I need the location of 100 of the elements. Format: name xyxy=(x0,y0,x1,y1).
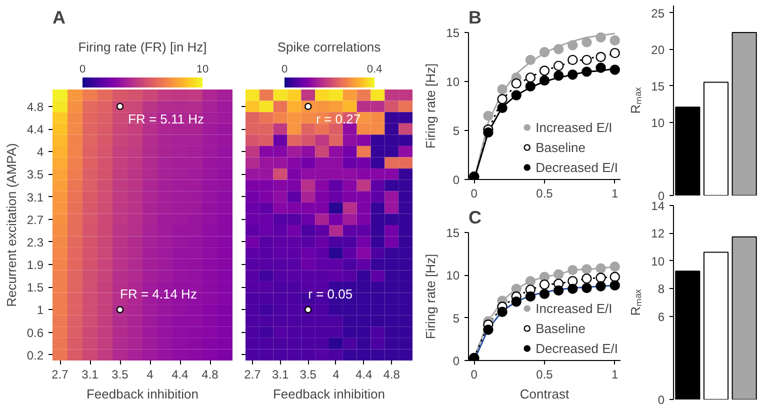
point xyxy=(582,273,592,284)
point xyxy=(582,54,592,66)
x-tick-label: 4.8 xyxy=(202,368,219,382)
point xyxy=(497,102,508,114)
y-tick-label: 8 xyxy=(658,282,665,296)
annotation: r = 0.27 xyxy=(316,111,361,126)
legend-label: Decreased E/I xyxy=(536,160,618,174)
point xyxy=(596,62,606,73)
point xyxy=(539,279,550,290)
y-tick-label: 12 xyxy=(651,226,665,241)
x-tick-label: 1 xyxy=(612,186,619,200)
y-tick-label: 15 xyxy=(446,26,460,40)
y-tick-label: 5 xyxy=(452,124,460,138)
point xyxy=(568,54,578,66)
x-tick-label: 2.7 xyxy=(244,368,262,382)
point xyxy=(610,280,620,290)
y-tick-label: 0.6 xyxy=(26,326,44,340)
point xyxy=(525,291,536,302)
point xyxy=(568,70,578,80)
x-tick-label: 0 xyxy=(470,368,478,382)
annotation: r = 0.05 xyxy=(308,286,353,302)
point xyxy=(553,60,564,71)
y-tick-label: 1 xyxy=(36,303,44,318)
point xyxy=(539,288,550,300)
bar xyxy=(732,236,757,400)
point xyxy=(568,40,578,50)
point xyxy=(539,75,550,86)
point xyxy=(539,47,550,58)
point xyxy=(582,66,592,77)
point xyxy=(582,282,592,294)
y-tick-label: 20 xyxy=(651,42,665,57)
y-axis-title: Rₘₐₓ xyxy=(628,86,644,114)
y-tick-label: 10 xyxy=(446,75,460,89)
point xyxy=(553,44,564,54)
point xyxy=(497,84,508,94)
y-axis-title: Rₘₐₓ xyxy=(628,288,644,316)
x-tick-label: 4 xyxy=(146,368,154,382)
point xyxy=(568,284,578,294)
y-tick-label: 15 xyxy=(651,79,665,94)
point xyxy=(553,269,564,280)
x-tick-label: 1 xyxy=(612,368,619,382)
point xyxy=(483,127,494,138)
bar xyxy=(703,82,729,196)
point xyxy=(596,263,606,274)
x-tick-label: 3.5 xyxy=(300,368,317,382)
y-tick-label: 0 xyxy=(658,393,665,406)
legend-label: Baseline xyxy=(536,140,586,154)
y-tick-label: 10 xyxy=(446,268,460,283)
y-axis-title: Recurrent excitation (AMPA) xyxy=(4,143,19,307)
point xyxy=(568,264,578,276)
point xyxy=(497,306,508,317)
point xyxy=(483,324,494,335)
chart-title: Firing rate (FR) [in Hz] xyxy=(78,40,207,54)
point xyxy=(610,64,620,75)
y-tick-label: 1.5 xyxy=(26,280,44,295)
point xyxy=(582,37,592,48)
point xyxy=(596,52,606,62)
y-tick-label: 10 xyxy=(651,116,665,130)
x-tick-label: 0.5 xyxy=(536,186,554,200)
y-tick-label: 14 xyxy=(651,199,665,213)
legend-label: Baseline xyxy=(536,320,586,336)
y-tick-label: 1.9 xyxy=(26,258,44,272)
y-tick-label: 6 xyxy=(658,310,665,324)
chart-title: Spike correlations xyxy=(277,40,382,54)
bar xyxy=(732,32,757,196)
y-tick-label: 0.2 xyxy=(26,348,44,362)
y-tick-label: 3.5 xyxy=(26,168,44,182)
annotation: FR = 4.14 Hz xyxy=(120,286,197,302)
x-tick-label: 2.7 xyxy=(52,368,69,382)
point xyxy=(610,35,620,46)
point xyxy=(596,272,606,283)
x-tick-label: 3.1 xyxy=(82,368,99,382)
color-bar-label: 0.4 xyxy=(366,64,382,76)
color-bar-label: 0 xyxy=(79,64,86,76)
point xyxy=(525,276,536,286)
point xyxy=(539,66,550,76)
point xyxy=(610,48,620,58)
text: A xyxy=(52,8,66,28)
y-tick-label: 0 xyxy=(452,173,460,187)
x-axis-title: Contrast xyxy=(520,386,570,402)
y-axis-title: Firing rate [Hz] xyxy=(423,63,438,149)
legend-label: Increased E/I xyxy=(536,120,612,134)
x-tick-label: 4.4 xyxy=(355,368,372,382)
point xyxy=(582,264,592,274)
point xyxy=(610,272,620,282)
x-tick-label: 3.5 xyxy=(112,368,129,382)
x-axis-title: Feedback inhibition xyxy=(272,386,386,402)
point xyxy=(511,296,522,307)
y-tick-label: 10 xyxy=(651,254,665,268)
x-tick-label: 4 xyxy=(332,368,340,382)
x-tick-label: 4.4 xyxy=(172,368,189,382)
y-tick-label: 2.3 xyxy=(26,235,44,250)
point xyxy=(553,285,564,296)
point xyxy=(497,94,508,104)
point xyxy=(483,110,494,121)
point xyxy=(596,32,606,42)
x-tick-label: 4.8 xyxy=(383,368,400,382)
point xyxy=(525,81,536,92)
y-tick-label: 4.4 xyxy=(26,122,44,137)
x-axis-title: Feedback inhibition xyxy=(86,386,199,402)
